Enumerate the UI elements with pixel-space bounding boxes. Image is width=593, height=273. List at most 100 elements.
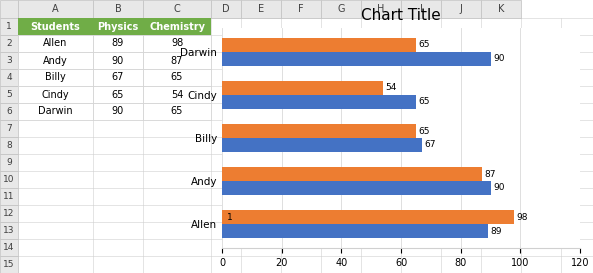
Text: B: B <box>114 4 122 14</box>
Bar <box>222 224 487 238</box>
Text: 12: 12 <box>4 209 15 218</box>
Bar <box>143 86 211 103</box>
Bar <box>222 124 416 138</box>
Bar <box>222 181 490 195</box>
Bar <box>18 52 93 69</box>
Bar <box>0 137 18 154</box>
Bar <box>93 0 143 18</box>
Bar <box>222 167 482 181</box>
Text: 90: 90 <box>493 54 505 63</box>
Text: 87: 87 <box>484 170 495 179</box>
Bar <box>321 0 361 18</box>
Text: 65: 65 <box>418 40 430 49</box>
Text: 67: 67 <box>424 140 436 149</box>
Text: F: F <box>298 4 304 14</box>
Bar <box>143 0 211 18</box>
Text: I: I <box>420 4 422 14</box>
Text: 65: 65 <box>418 127 430 136</box>
Text: 89: 89 <box>112 38 124 49</box>
Text: Students: Students <box>31 22 81 31</box>
Text: 11: 11 <box>3 192 15 201</box>
Bar <box>0 256 18 273</box>
Text: 1: 1 <box>6 22 12 31</box>
Bar <box>481 0 521 18</box>
Bar <box>401 0 441 18</box>
Text: 65: 65 <box>418 97 430 106</box>
Text: 14: 14 <box>4 243 15 252</box>
Bar <box>18 0 93 18</box>
Bar <box>93 52 143 69</box>
Text: 15: 15 <box>3 260 15 269</box>
Bar <box>0 154 18 171</box>
Text: 5: 5 <box>6 90 12 99</box>
Bar <box>0 35 18 52</box>
Title: Chart Title: Chart Title <box>361 8 441 23</box>
Bar <box>18 69 93 86</box>
Bar <box>0 103 18 120</box>
Text: E: E <box>258 4 264 14</box>
Text: Chemistry: Chemistry <box>149 22 205 31</box>
Bar <box>143 52 211 69</box>
Text: 6: 6 <box>6 107 12 116</box>
Bar <box>0 18 18 35</box>
Bar <box>222 138 422 152</box>
Bar <box>93 35 143 52</box>
Bar <box>222 95 416 109</box>
Text: 98: 98 <box>517 213 528 222</box>
Text: Billy: Billy <box>45 73 66 82</box>
Text: 1: 1 <box>227 213 232 222</box>
Text: D: D <box>222 4 230 14</box>
Bar <box>93 69 143 86</box>
Bar <box>93 86 143 103</box>
Bar <box>143 103 211 120</box>
Bar <box>0 69 18 86</box>
Bar <box>0 205 18 222</box>
Bar <box>211 0 241 18</box>
Bar <box>18 103 93 120</box>
Bar <box>18 35 93 52</box>
Bar <box>361 0 401 18</box>
Text: K: K <box>498 4 504 14</box>
Bar <box>18 18 93 35</box>
Text: 8: 8 <box>6 141 12 150</box>
Bar <box>143 69 211 86</box>
Text: 89: 89 <box>490 227 502 236</box>
Text: 87: 87 <box>171 55 183 66</box>
Text: G: G <box>337 4 345 14</box>
Text: 98: 98 <box>171 38 183 49</box>
Bar <box>0 86 18 103</box>
Text: 2: 2 <box>6 39 12 48</box>
Text: 67: 67 <box>112 73 124 82</box>
Text: 9: 9 <box>6 158 12 167</box>
Bar <box>143 35 211 52</box>
Text: 13: 13 <box>3 226 15 235</box>
Text: 90: 90 <box>493 183 505 192</box>
Text: A: A <box>52 4 59 14</box>
Bar <box>281 0 321 18</box>
Text: 54: 54 <box>385 84 397 93</box>
Bar <box>222 210 514 224</box>
Bar <box>18 86 93 103</box>
Text: H: H <box>377 4 385 14</box>
Bar <box>0 222 18 239</box>
Text: 65: 65 <box>112 90 124 99</box>
Text: J: J <box>460 4 463 14</box>
Text: 3: 3 <box>6 56 12 65</box>
Bar <box>0 120 18 137</box>
Bar <box>143 18 211 35</box>
Bar <box>93 18 143 35</box>
Text: 65: 65 <box>171 73 183 82</box>
Text: 65: 65 <box>171 106 183 117</box>
Text: 4: 4 <box>6 73 12 82</box>
Text: 90: 90 <box>112 55 124 66</box>
Bar <box>0 171 18 188</box>
Bar <box>222 81 383 95</box>
Bar <box>441 0 481 18</box>
Text: C: C <box>174 4 180 14</box>
Text: Allen: Allen <box>43 38 68 49</box>
Text: 7: 7 <box>6 124 12 133</box>
Text: 54: 54 <box>171 90 183 99</box>
Text: 90: 90 <box>112 106 124 117</box>
Bar <box>222 38 416 52</box>
Text: Darwin: Darwin <box>38 106 73 117</box>
